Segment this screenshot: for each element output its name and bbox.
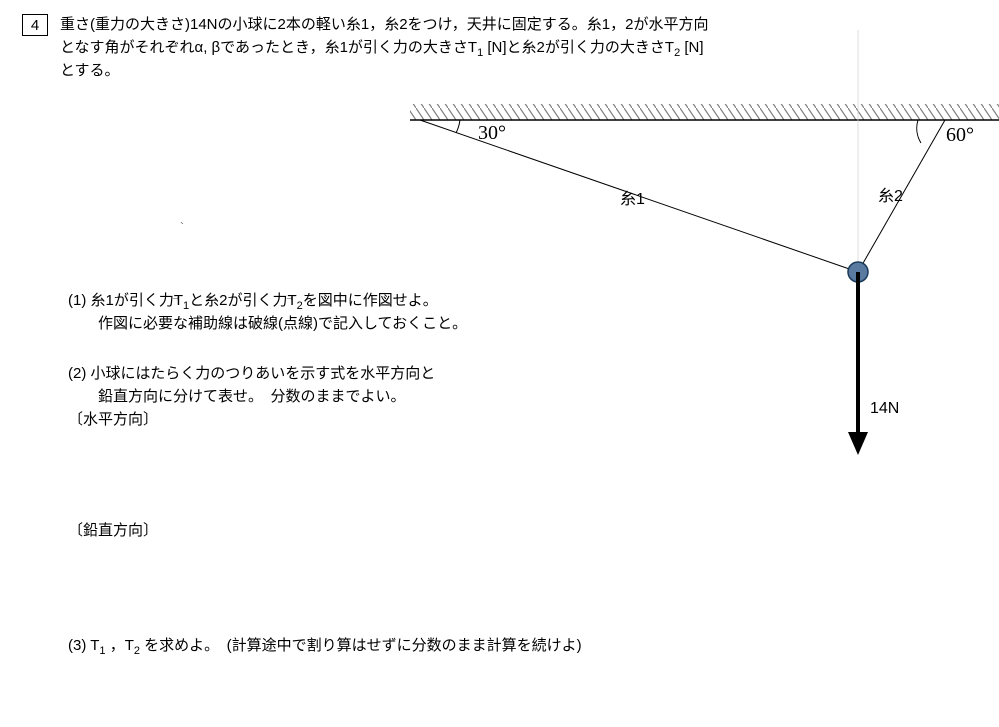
q2-line2: 鉛直方向に分けて表せ。 分数のままでよい。 [98,386,406,409]
angle2-text: 60° [946,124,974,146]
q1-text-d: 作図に必要な補助線は破線(点線)で記入しておくこと。 [98,315,467,332]
angle1-text: 30° [478,122,506,144]
ceiling-hatch [410,104,999,120]
q2-vertical-label: 〔鉛直方向〕 [68,520,158,543]
q1-text-c: を図中に作図せよ。 [303,292,438,309]
q3-text-a: (3) T [68,637,99,654]
angle2-arc [917,120,921,143]
q2-text-b: 鉛直方向に分けて表せ。 分数のままでよい。 [98,388,406,405]
angle2-label: 60° [946,124,974,147]
q1-text-b: と糸2が引く力T [189,292,297,309]
thread1-label: 糸1 [620,185,645,209]
q3-text-c: を求めよ。 (計算途中で割り算はせずに分数のまま計算を続けよ) [140,637,582,654]
q2-horizontal-label: 〔水平方向〕 [68,409,158,432]
q1-line1: (1) 糸1が引く力T→1と糸2が引く力T→2を図中に作図せよ。 [68,290,438,315]
thread1-text: 糸1 [620,191,645,208]
angle1-arc [456,120,460,133]
q2-h-text: 〔水平方向〕 [68,411,158,428]
force-label: 14N [870,400,899,418]
q1-line2: 作図に必要な補助線は破線(点線)で記入しておくこと。 [98,313,467,336]
angle1-label: 30° [478,122,506,145]
q2-v-text: 〔鉛直方向〕 [68,522,158,539]
q2-line1: (2) 小球にはたらく力のつりあいを示す式を水平方向と [68,363,435,386]
stray-mark: ` [180,220,184,234]
q3-text-b: ，T [106,637,134,654]
weight-arrow-head [848,432,868,455]
q2-text-a: (2) 小球にはたらく力のつりあいを示す式を水平方向と [68,365,435,382]
q3-line: (3) T1 ，T2 を求めよ。 (計算途中で割り算はせずに分数のまま計算を続け… [68,635,582,660]
thread2-label: 糸2 [878,182,903,206]
q1-text-a: (1) 糸1が引く力T [68,292,183,309]
thread2-text: 糸2 [878,188,903,205]
force-text: 14N [870,400,899,417]
